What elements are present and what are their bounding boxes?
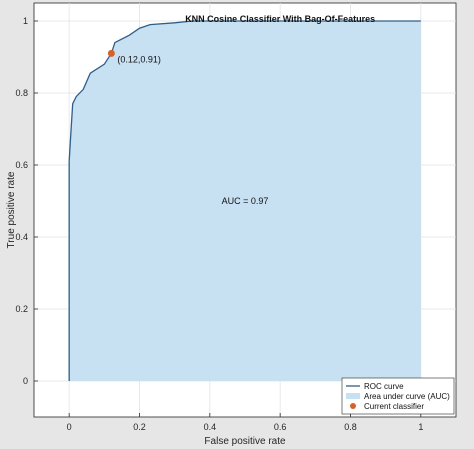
legend-box [341,377,455,415]
x-tick-label: 0.4 [204,422,217,432]
legend-area-label: Area under curve (AUC) [364,392,450,401]
legend-area-swatch [346,393,360,399]
y-axis-label: True positive rate [6,171,17,248]
y-tick-label: 0.8 [15,88,28,98]
x-tick-label: 0 [67,422,72,432]
legend-point-label: Current classifier [364,402,424,411]
y-axis-ticks: 0 0.2 0.4 0.6 0.8 1 [15,16,38,386]
auc-area [69,21,421,381]
x-axis-label: False positive rate [204,436,286,447]
legend-point-swatch [350,403,356,409]
current-classifier-marker [107,49,115,57]
y-tick-label: 0.6 [15,160,28,170]
y-tick-label: 1 [23,16,28,26]
x-tick-label: 0.6 [274,422,287,432]
y-tick-label: 0.2 [15,304,28,314]
chart-title: KNN Cosine Classifier With Bag-Of-Featur… [185,14,375,24]
legend: ROC curve Area under curve (AUC) Current… [341,377,455,415]
y-tick-label: 0.4 [15,232,28,242]
current-classifier-label: (0.12,0.91) [117,54,161,64]
x-tick-label: 0.2 [133,422,146,432]
legend-roc-label: ROC curve [364,382,404,391]
auc-label: AUC = 0.97 [222,196,269,206]
y-tick-label: 0 [23,376,28,386]
x-tick-label: 0.8 [344,422,357,432]
x-axis-ticks: 0 0.2 0.4 0.6 0.8 1 [67,413,423,432]
x-tick-label: 1 [418,422,423,432]
